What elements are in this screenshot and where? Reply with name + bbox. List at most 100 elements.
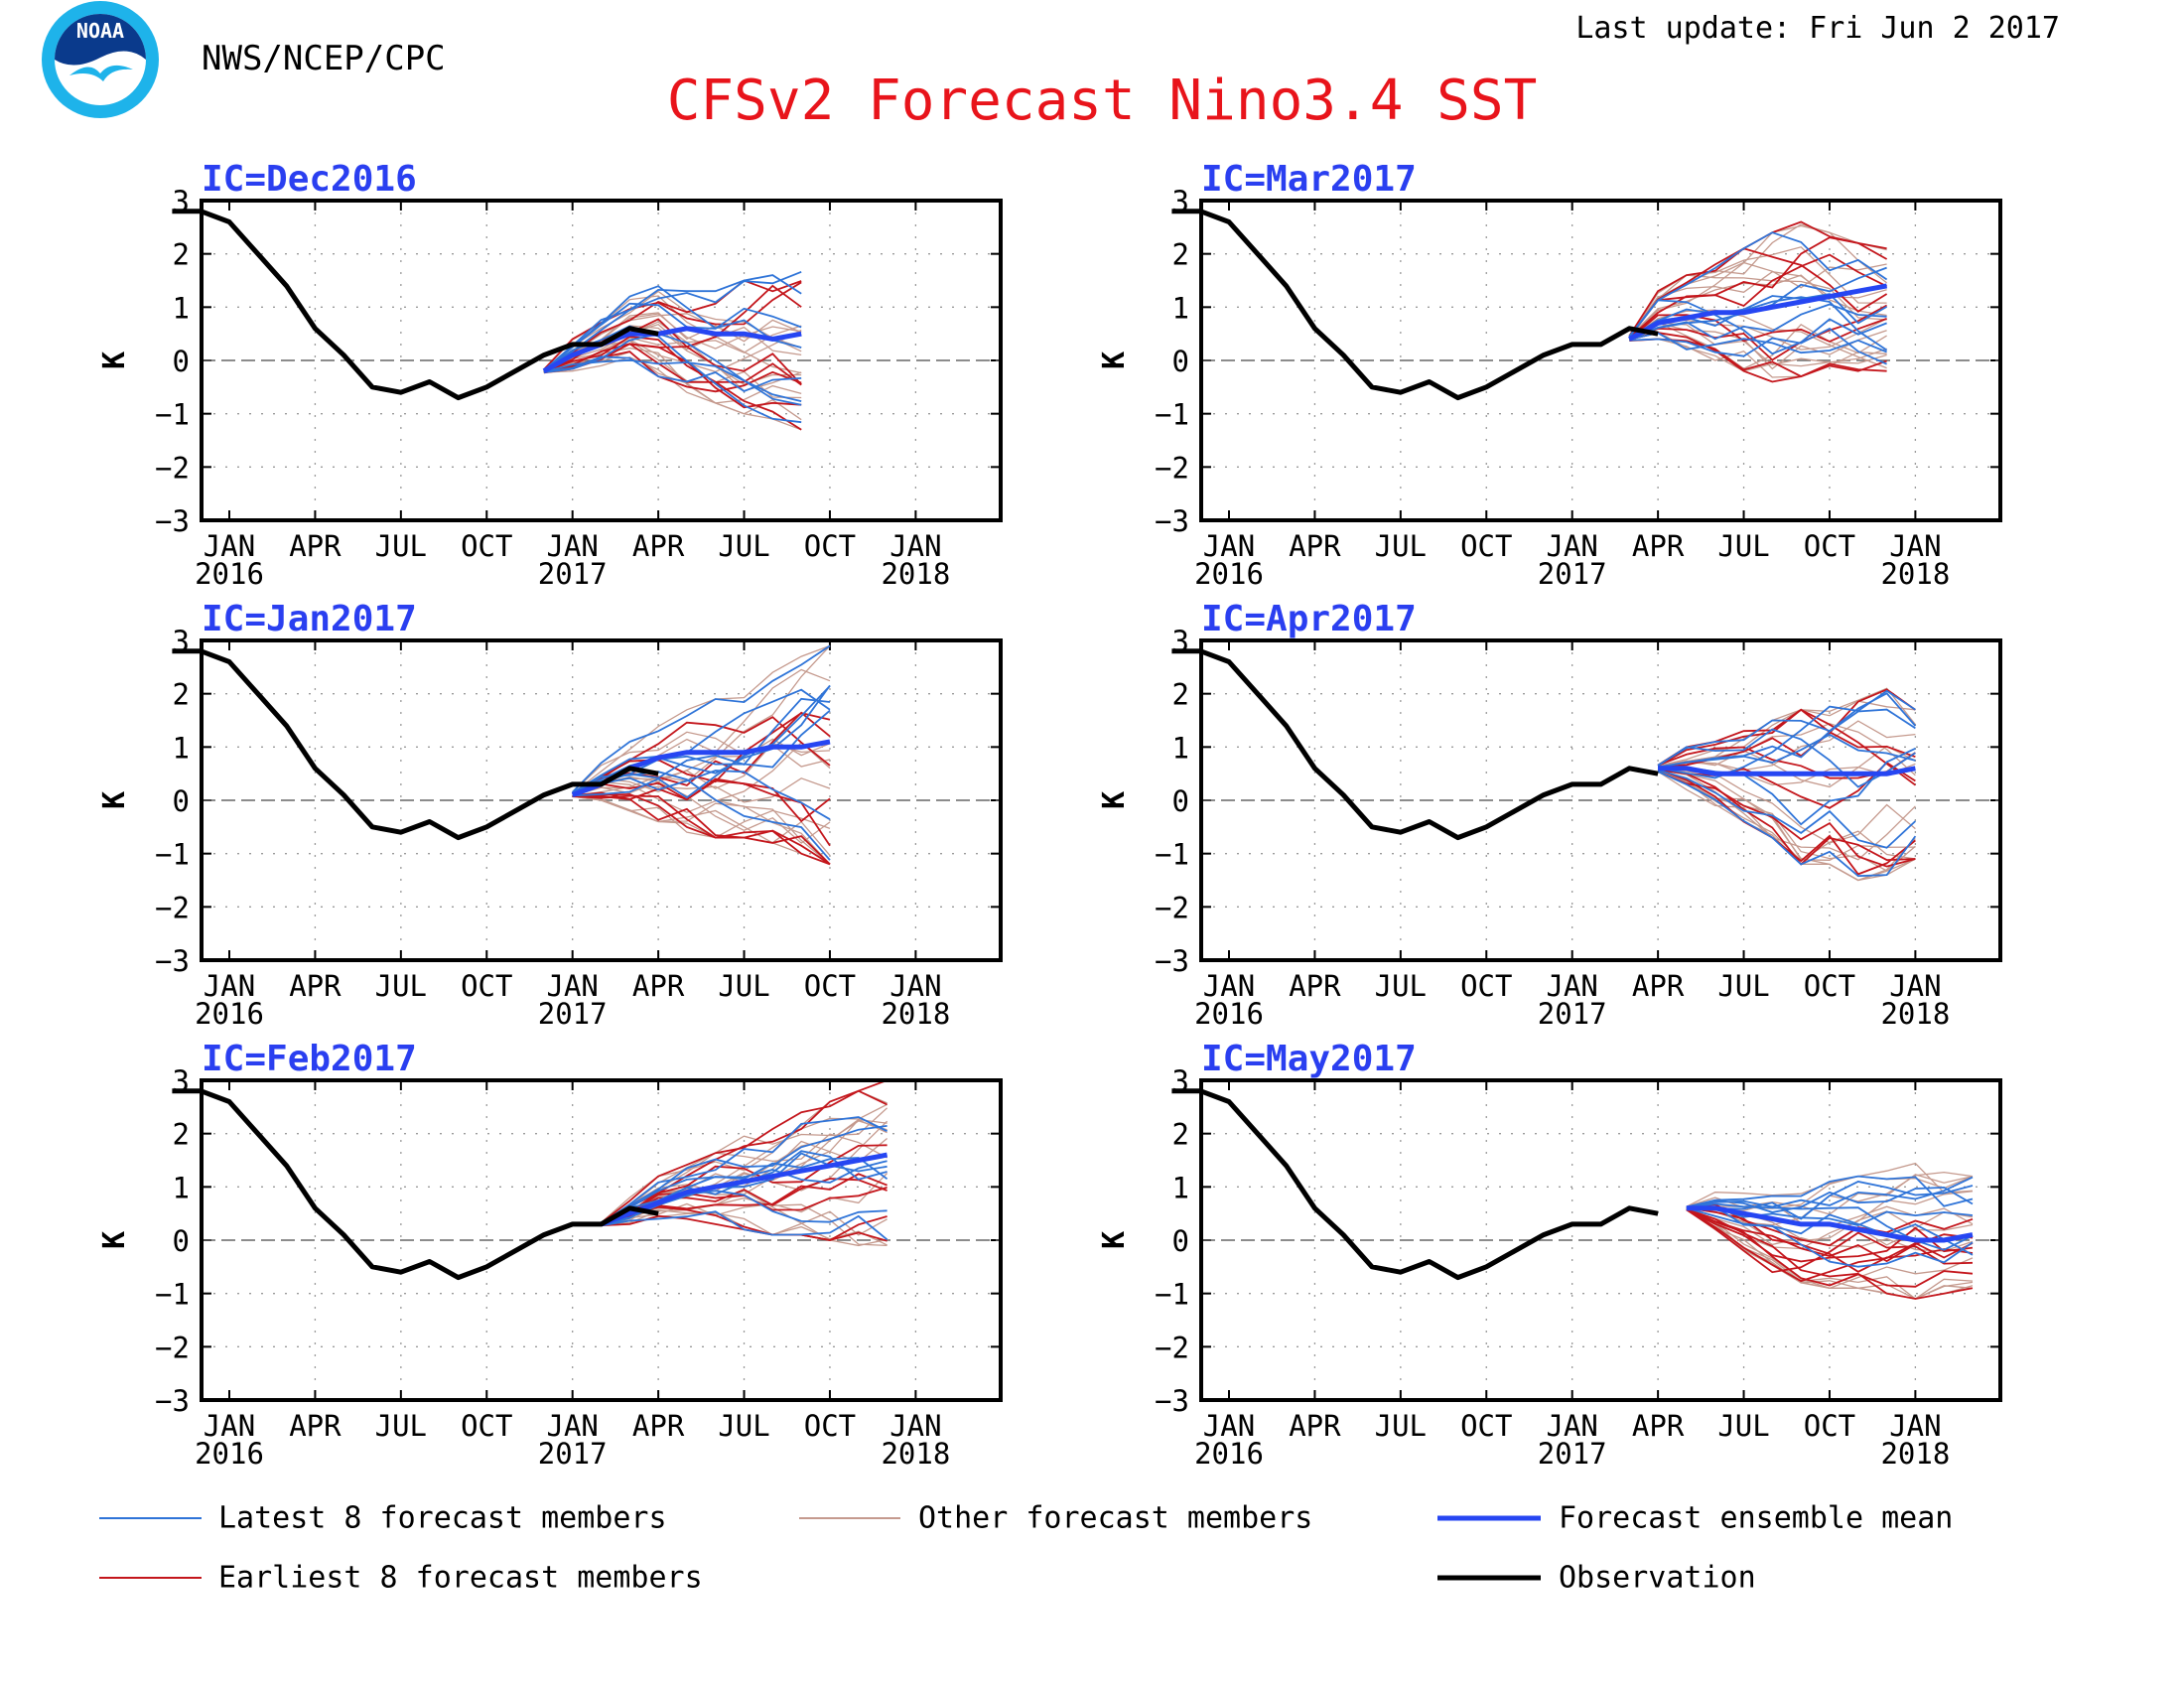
member-line-latest bbox=[1628, 231, 1888, 338]
member-line-latest bbox=[572, 688, 831, 794]
member-line-latest bbox=[543, 333, 802, 406]
legend-label-earliest: Earliest 8 forecast members bbox=[218, 1561, 703, 1596]
member-line-other bbox=[572, 795, 831, 865]
member-line-latest bbox=[1686, 1186, 1974, 1213]
panel-title: IC=Dec2016 bbox=[202, 159, 417, 200]
x-year-label: 2016 bbox=[1194, 1437, 1264, 1471]
noaa-logo-text: NOAA bbox=[76, 19, 124, 43]
x-year-label: 2018 bbox=[1880, 997, 1950, 1031]
y-tick-label: −3 bbox=[155, 1384, 190, 1418]
observation-line bbox=[1171, 209, 1659, 401]
y-tick-label: −2 bbox=[155, 891, 190, 924]
observation-line bbox=[172, 209, 659, 401]
member-line-latest bbox=[1686, 1202, 1974, 1251]
member-line-latest bbox=[1657, 771, 1917, 878]
ensemble-mean-line bbox=[1658, 766, 1916, 776]
y-tick-label: −2 bbox=[155, 1331, 190, 1364]
y-tick-label: −1 bbox=[1155, 838, 1189, 872]
y-tick-label: −3 bbox=[1155, 944, 1189, 978]
member-line-latest bbox=[572, 685, 831, 799]
member-line-other bbox=[1628, 224, 1887, 339]
x-tick-label: OCT bbox=[804, 969, 856, 1003]
x-tick-label: APR bbox=[1289, 529, 1341, 563]
x-tick-label: JAN bbox=[889, 969, 941, 1003]
y-tick-label: 0 bbox=[1172, 784, 1189, 818]
x-tick-label: APR bbox=[289, 1409, 341, 1443]
ensemble-mean-line bbox=[542, 326, 802, 373]
x-tick-label: JAN bbox=[204, 969, 255, 1003]
member-line-latest bbox=[601, 1160, 887, 1225]
x-tick-label: OCT bbox=[804, 1409, 856, 1443]
x-tick-label: OCT bbox=[461, 969, 512, 1003]
member-line-earliest bbox=[1657, 769, 1916, 866]
observation-line bbox=[172, 648, 659, 841]
member-line-latest bbox=[601, 1210, 888, 1241]
page-title: CFSv2 Forecast Nino3.4 SST bbox=[667, 69, 1538, 133]
member-line-other bbox=[572, 731, 831, 793]
x-tick-label: APR bbox=[1632, 969, 1685, 1003]
plot-frame bbox=[200, 199, 1003, 522]
x-tick-label: JUL bbox=[1375, 1409, 1427, 1443]
x-year-label: 2017 bbox=[538, 1437, 608, 1471]
y-axis-label: K bbox=[1097, 791, 1132, 809]
x-tick-label: JAN bbox=[1203, 1409, 1255, 1443]
x-tick-label: APR bbox=[1632, 1409, 1685, 1443]
y-tick-label: 2 bbox=[173, 1118, 190, 1152]
x-tick-label: JUL bbox=[718, 969, 769, 1003]
y-tick-label: 1 bbox=[173, 1171, 190, 1204]
x-tick-label: JAN bbox=[546, 529, 598, 563]
y-axis-label: K bbox=[97, 352, 132, 369]
y-tick-label: 2 bbox=[1172, 678, 1189, 712]
member-line-other bbox=[1628, 322, 1887, 370]
ensemble-mean-line bbox=[600, 1152, 888, 1227]
member-line-other bbox=[1686, 1175, 1974, 1209]
y-tick-label: 0 bbox=[1172, 1224, 1189, 1258]
x-tick-label: APR bbox=[1289, 1409, 1341, 1443]
member-line-latest bbox=[543, 270, 802, 372]
y-tick-label: 2 bbox=[173, 238, 190, 272]
legend-label-mean: Forecast ensemble mean bbox=[1559, 1501, 1953, 1536]
agency-label: NWS/NCEP/CPC bbox=[202, 39, 446, 78]
x-tick-label: JAN bbox=[1889, 969, 1941, 1003]
member-line-latest bbox=[1628, 293, 1888, 341]
ensemble-mean-line bbox=[1628, 283, 1888, 342]
x-year-label: 2018 bbox=[1880, 1437, 1950, 1471]
member-line-other bbox=[572, 741, 831, 813]
x-tick-label: JAN bbox=[1203, 529, 1255, 563]
x-tick-label: OCT bbox=[461, 1409, 512, 1443]
member-line-other bbox=[601, 1173, 888, 1225]
x-tick-label: JUL bbox=[718, 529, 769, 563]
x-tick-label: OCT bbox=[1804, 1409, 1855, 1443]
member-line-other bbox=[1628, 322, 1887, 366]
y-tick-label: −3 bbox=[155, 944, 190, 978]
x-tick-label: OCT bbox=[1804, 529, 1855, 563]
x-tick-label: JAN bbox=[204, 529, 255, 563]
observation-line bbox=[1171, 1088, 1659, 1281]
y-axis-label: K bbox=[97, 791, 132, 809]
x-tick-label: JUL bbox=[1375, 529, 1427, 563]
y-tick-label: 0 bbox=[173, 345, 190, 378]
y-tick-label: −1 bbox=[155, 398, 190, 432]
member-line-other bbox=[1628, 274, 1887, 338]
x-tick-label: JUL bbox=[718, 1409, 769, 1443]
legend-label-other: Other forecast members bbox=[918, 1501, 1312, 1536]
y-axis-label: K bbox=[1097, 352, 1132, 369]
x-tick-label: JUL bbox=[375, 1409, 427, 1443]
y-tick-label: 1 bbox=[1172, 1171, 1189, 1204]
x-tick-label: APR bbox=[1289, 969, 1341, 1003]
x-year-label: 2016 bbox=[195, 1437, 264, 1471]
y-tick-label: 1 bbox=[1172, 291, 1189, 325]
y-tick-label: 1 bbox=[173, 291, 190, 325]
y-tick-label: −3 bbox=[1155, 1384, 1189, 1418]
member-line-earliest bbox=[543, 343, 802, 409]
x-year-label: 2018 bbox=[1880, 557, 1950, 591]
x-year-label: 2016 bbox=[195, 557, 264, 591]
x-tick-label: OCT bbox=[1804, 969, 1855, 1003]
member-line-latest bbox=[1686, 1205, 1974, 1256]
y-tick-label: 0 bbox=[1172, 345, 1189, 378]
panel-title: IC=May2017 bbox=[1201, 1039, 1417, 1079]
